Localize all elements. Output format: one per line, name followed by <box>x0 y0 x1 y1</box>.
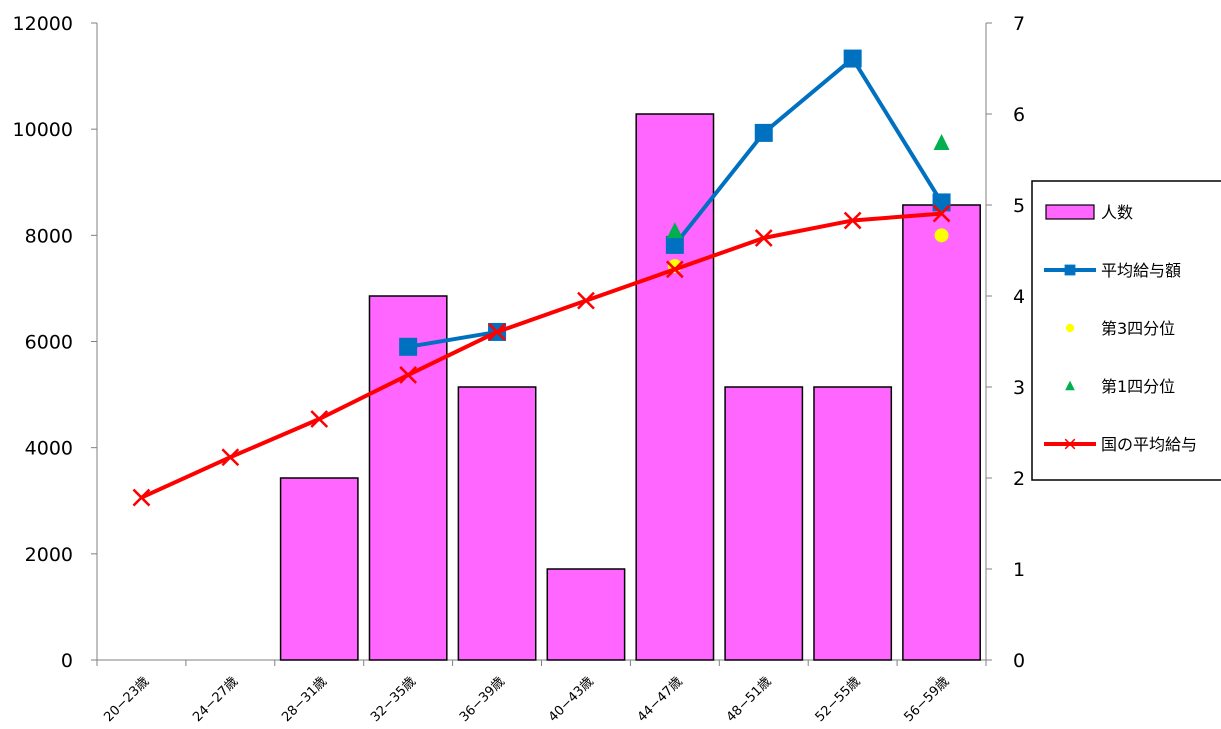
bar <box>279 477 359 661</box>
data-point <box>310 410 329 428</box>
right-axis-tick-label: 1 <box>1013 559 1025 581</box>
left-axis-tick-label: 4000 <box>25 438 73 460</box>
bar <box>902 204 981 661</box>
legend-label: 第1四分位 <box>1101 377 1175 396</box>
left-axis: 0 2000 4000 6000 8000 10000 12000 <box>13 13 98 672</box>
series-line <box>407 329 498 349</box>
left-axis-tick-label: 12000 <box>13 13 73 35</box>
data-point <box>132 488 151 507</box>
x-axis-category-label: 56−59歳 <box>901 674 952 725</box>
legend-label: 平均給与額 <box>1101 261 1181 280</box>
x-axis-category-label: 52−55歳 <box>813 674 864 725</box>
bar <box>368 295 448 661</box>
data-point <box>754 229 773 247</box>
right-axis-tick-label: 0 <box>1013 650 1025 672</box>
data-point <box>843 49 862 68</box>
legend-label: 人数 <box>1101 203 1133 222</box>
series-line <box>140 211 942 500</box>
data-point <box>488 323 506 341</box>
data-point <box>221 448 240 467</box>
right-axis-tick-label: 5 <box>1013 195 1025 217</box>
legend-marker-shape <box>1064 438 1076 450</box>
legend-marker <box>1064 264 1076 276</box>
x-axis-category-label: 32−35歳 <box>368 674 419 725</box>
bar <box>813 386 893 661</box>
x-axis-category-label: 20−23歳 <box>101 674 152 725</box>
x-axis: 20−23歳 24−27歳 28−31歳 32−35歳 36−39歳 40−43歳 44−4… <box>96 659 987 725</box>
bar <box>635 113 715 661</box>
bar <box>546 568 626 661</box>
data-point <box>666 222 683 239</box>
x-axis-category-label: 36−39歳 <box>457 674 508 725</box>
legend-marker-shape <box>1064 264 1076 276</box>
bar <box>724 386 804 661</box>
legend-box <box>1031 180 1221 481</box>
right-axis-tick-label: 2 <box>1013 468 1025 490</box>
series-line <box>673 56 944 247</box>
data-point <box>933 133 950 150</box>
data-point <box>399 366 418 384</box>
right-axis-tick-label: 7 <box>1013 13 1025 35</box>
data-point <box>932 204 951 223</box>
data-point <box>754 123 773 142</box>
bar <box>457 386 537 661</box>
right-axis-tick-label: 4 <box>1013 286 1025 308</box>
left-axis-tick-label: 2000 <box>25 544 73 566</box>
data-point <box>843 211 862 230</box>
data-point <box>577 291 595 310</box>
legend-label: 国の平均給与 <box>1101 435 1197 454</box>
legend-label: 第3四分位 <box>1101 319 1175 338</box>
line-series <box>132 49 951 507</box>
legend-marker <box>1064 438 1076 450</box>
left-axis-tick-label: 0 <box>61 650 73 672</box>
left-axis-tick-label: 10000 <box>13 119 73 141</box>
legend-swatch <box>1045 204 1095 220</box>
data-point <box>665 260 684 279</box>
data-point <box>399 337 418 356</box>
legend-marker <box>1065 380 1075 391</box>
x-axis-category-label: 44−47歳 <box>635 674 686 725</box>
left-axis-tick-label: 8000 <box>25 225 73 247</box>
legend-marker-shape <box>1065 380 1075 391</box>
right-axis-tick-label: 6 <box>1013 104 1025 126</box>
legend-marker <box>1065 323 1075 333</box>
data-point <box>934 228 949 243</box>
data-point <box>932 193 951 212</box>
right-axis-tick-label: 3 <box>1013 377 1025 399</box>
x-axis-category-label: 40−43歳 <box>546 674 597 725</box>
x-axis-category-label: 28−31歳 <box>279 674 330 725</box>
bar-series <box>279 113 981 661</box>
left-axis-tick-label: 6000 <box>25 332 73 354</box>
legend-marker-shape <box>1065 323 1075 333</box>
x-axis-category-label: 48−51歳 <box>724 674 775 725</box>
x-axis-category-label: 24−27歳 <box>190 674 241 725</box>
data-point <box>665 235 684 254</box>
right-axis: 0 1 2 3 4 5 6 7 <box>985 13 1025 672</box>
